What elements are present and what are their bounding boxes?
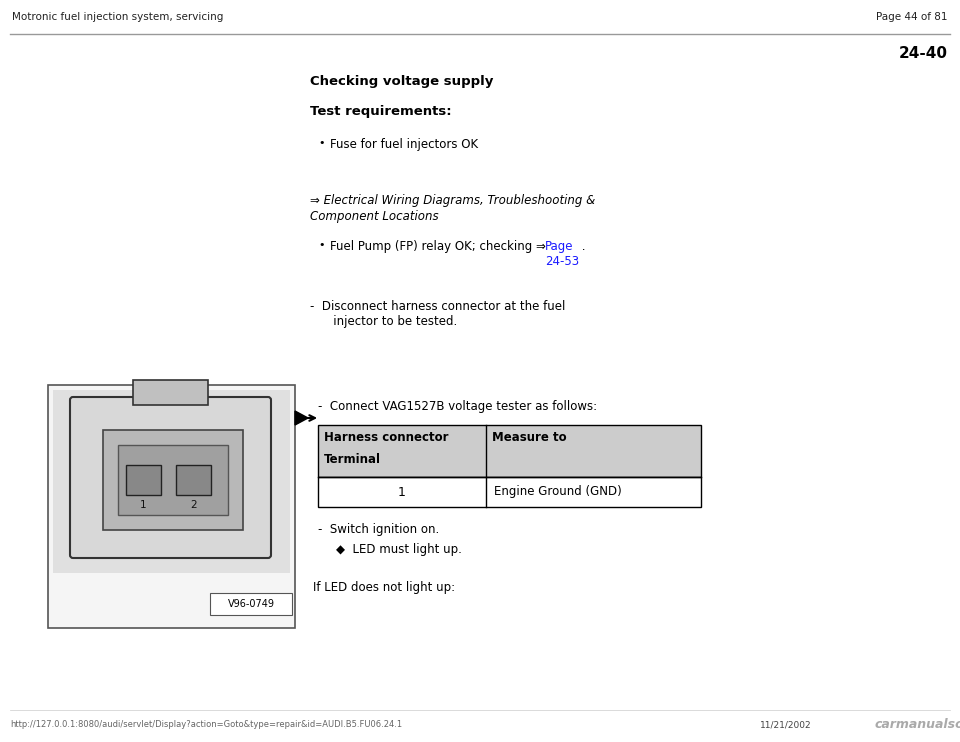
Bar bbox=[176, 465, 211, 495]
Text: -  Connect VAG1527B voltage tester as follows:: - Connect VAG1527B voltage tester as fol… bbox=[318, 400, 597, 413]
Text: carmanualsoline.info: carmanualsoline.info bbox=[875, 718, 960, 731]
Text: Fuse for fuel injectors OK: Fuse for fuel injectors OK bbox=[330, 138, 478, 151]
Text: V96-0749: V96-0749 bbox=[228, 599, 275, 609]
Text: -  Disconnect harness connector at the fuel: - Disconnect harness connector at the fu… bbox=[310, 300, 565, 313]
Text: Page 44 of 81: Page 44 of 81 bbox=[876, 12, 948, 22]
Text: Component Locations: Component Locations bbox=[310, 210, 439, 223]
Text: .: . bbox=[578, 240, 586, 253]
Bar bbox=[103, 430, 243, 530]
Text: Checking voltage supply: Checking voltage supply bbox=[310, 75, 493, 88]
Text: injector to be tested.: injector to be tested. bbox=[322, 315, 457, 328]
Text: •: • bbox=[318, 240, 324, 250]
Text: 24-53: 24-53 bbox=[545, 255, 579, 268]
Bar bbox=[133, 380, 208, 405]
Text: Harness connector: Harness connector bbox=[324, 431, 448, 444]
Text: Measure to: Measure to bbox=[492, 431, 566, 444]
Text: 11/21/2002: 11/21/2002 bbox=[760, 720, 811, 729]
Text: Motronic fuel injection system, servicing: Motronic fuel injection system, servicin… bbox=[12, 12, 224, 22]
Bar bbox=[48, 385, 295, 628]
Bar bbox=[53, 390, 290, 573]
Bar bbox=[318, 477, 701, 507]
Text: ⇒ Electrical Wiring Diagrams, Troubleshooting &: ⇒ Electrical Wiring Diagrams, Troublesho… bbox=[310, 194, 595, 207]
Bar bbox=[126, 465, 161, 495]
Text: ◆  LED must light up.: ◆ LED must light up. bbox=[336, 543, 462, 556]
Text: Engine Ground (GND): Engine Ground (GND) bbox=[494, 485, 622, 499]
Bar bbox=[318, 425, 701, 477]
Text: 2: 2 bbox=[190, 500, 197, 510]
Text: Test requirements:: Test requirements: bbox=[310, 105, 451, 118]
Bar bbox=[210, 593, 292, 615]
Text: 24-40: 24-40 bbox=[899, 46, 948, 61]
Text: Terminal: Terminal bbox=[324, 453, 381, 466]
Text: Page: Page bbox=[545, 240, 573, 253]
Text: -  Switch ignition on.: - Switch ignition on. bbox=[318, 523, 440, 536]
Text: •: • bbox=[318, 138, 324, 148]
Text: http://127.0.0.1:8080/audi/servlet/Display?action=Goto&type=repair&id=AUDI.B5.FU: http://127.0.0.1:8080/audi/servlet/Displ… bbox=[10, 720, 402, 729]
Text: 1: 1 bbox=[398, 485, 406, 499]
FancyBboxPatch shape bbox=[70, 397, 271, 558]
Bar bbox=[118, 445, 228, 515]
Polygon shape bbox=[295, 411, 308, 425]
Text: Fuel Pump (FP) relay OK; checking ⇒: Fuel Pump (FP) relay OK; checking ⇒ bbox=[330, 240, 550, 253]
Text: If LED does not light up:: If LED does not light up: bbox=[313, 581, 455, 594]
Text: 1: 1 bbox=[140, 500, 147, 510]
